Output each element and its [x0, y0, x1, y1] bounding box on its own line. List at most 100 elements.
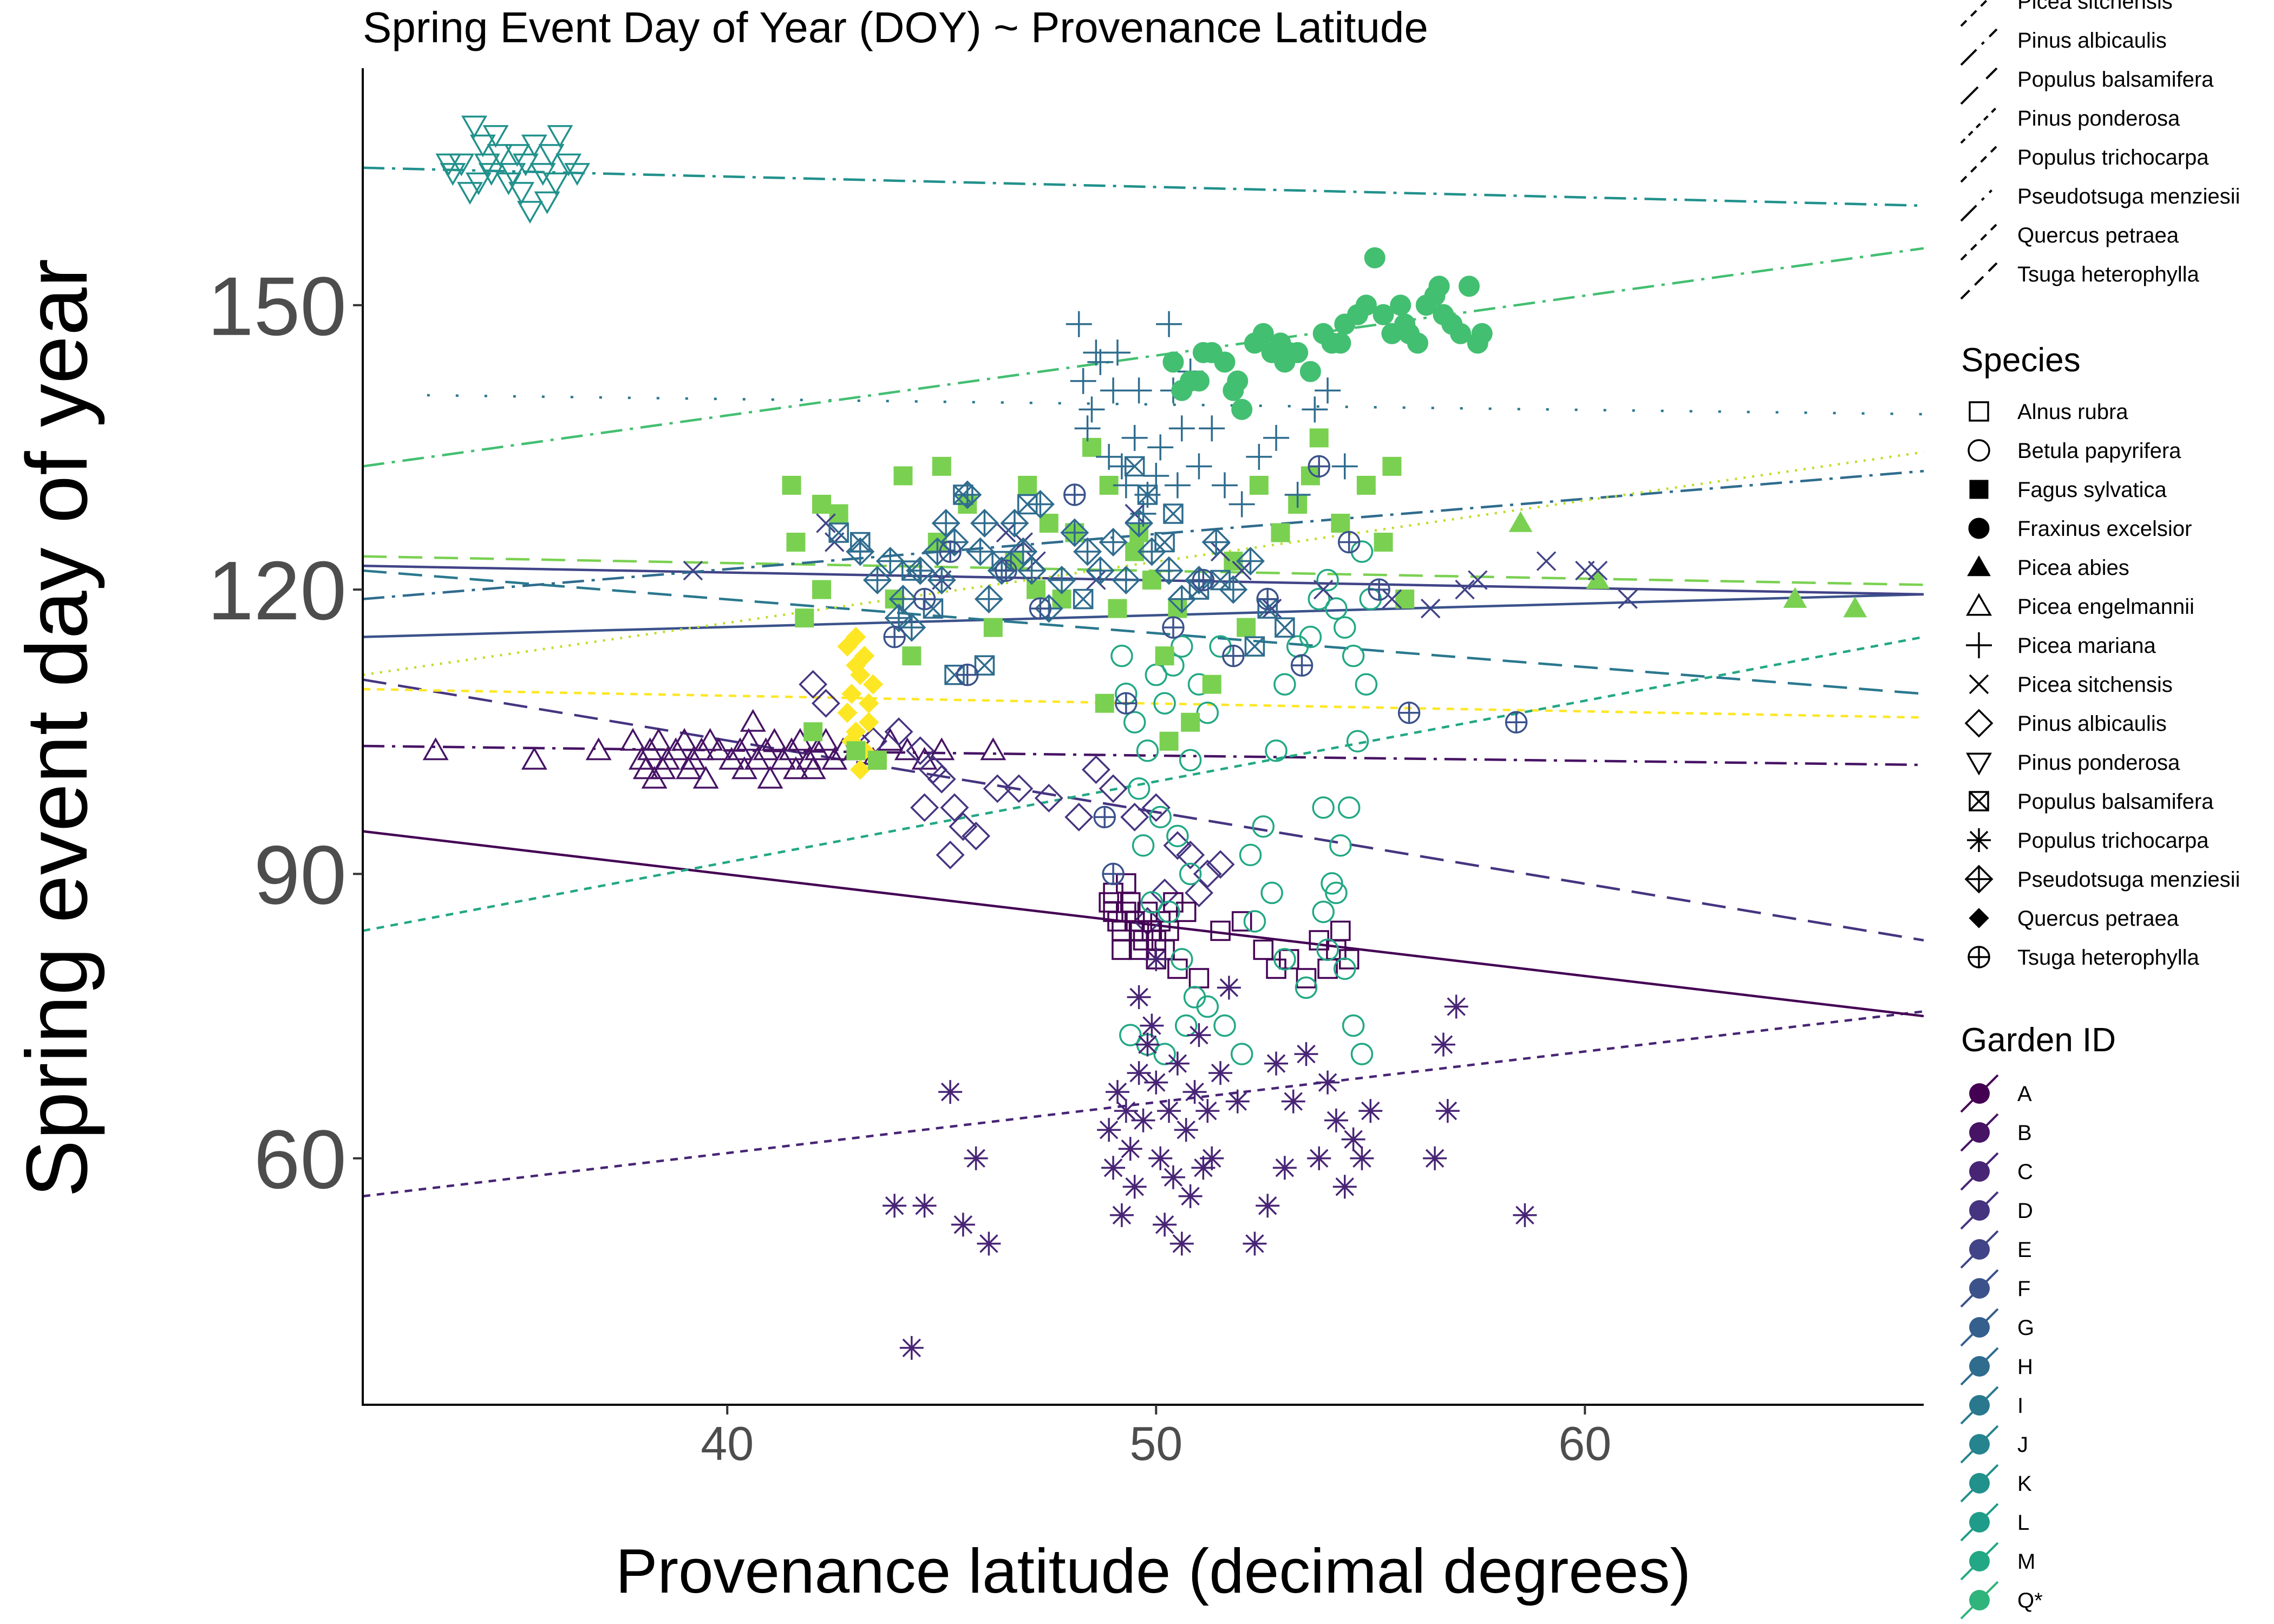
data-point — [1124, 456, 1145, 477]
data-point — [1100, 377, 1127, 404]
data-point — [1073, 537, 1102, 566]
data-point — [1217, 975, 1241, 1000]
data-points — [422, 115, 1867, 1360]
species-legend-label: Pseudotsuga menziesii — [2017, 868, 2240, 892]
data-point — [1210, 920, 1231, 941]
data-point — [862, 566, 892, 595]
data-point — [1206, 850, 1235, 879]
data-point — [913, 587, 936, 611]
data-point — [1123, 711, 1146, 734]
garden-legend-label: E — [2017, 1238, 2032, 1262]
data-point — [850, 759, 871, 780]
garden-legend-key — [1969, 1551, 1990, 1571]
garden-legend-label: I — [2017, 1394, 2023, 1418]
species-legend-item-picea-sitchensis: Picea sitchensis — [1969, 673, 2173, 697]
data-point — [1331, 514, 1350, 533]
data-point — [862, 674, 884, 695]
data-point — [1086, 556, 1115, 585]
species-legend-label: Populus balsamifera — [2017, 790, 2214, 814]
data-point — [1407, 332, 1428, 354]
data-point — [1179, 749, 1202, 772]
data-point — [1355, 294, 1377, 316]
data-point — [1243, 910, 1266, 933]
data-point — [1373, 304, 1394, 325]
data-point — [1127, 1061, 1151, 1085]
garden-legend-key — [1969, 1434, 1990, 1455]
data-point — [1039, 514, 1058, 533]
species-legend-key — [1969, 908, 1989, 928]
data-point — [465, 172, 492, 195]
data-point — [1350, 1043, 1374, 1065]
data-point — [795, 608, 814, 628]
data-point — [1110, 644, 1133, 667]
series-tsuga-heterophylla — [883, 455, 1528, 886]
data-point — [1246, 443, 1272, 470]
data-point — [1237, 618, 1256, 637]
data-point — [1265, 739, 1288, 762]
data-point — [1109, 1203, 1134, 1227]
data-point — [875, 547, 905, 576]
data-point — [1118, 1137, 1142, 1161]
data-point — [1329, 834, 1352, 857]
data-point — [1115, 692, 1138, 715]
data-point — [683, 560, 703, 581]
data-point — [1243, 1232, 1267, 1256]
data-point — [1154, 532, 1175, 553]
data-point — [841, 683, 862, 704]
series-picea-mariana — [1066, 311, 1358, 527]
data-point — [1169, 1232, 1194, 1256]
data-point — [1337, 531, 1361, 554]
data-point — [619, 728, 646, 751]
y-tick-label: 60 — [254, 1113, 347, 1206]
species-legend-item-pinus-ponderosa: Pinus ponderosa — [1965, 751, 2180, 776]
data-point — [1097, 1118, 1121, 1142]
linetype-legend-label: Tsuga heterophylla — [2017, 263, 2200, 286]
garden-legend-label: K — [2017, 1472, 2032, 1496]
data-point — [1149, 806, 1172, 829]
data-point — [1178, 1184, 1203, 1208]
data-point — [641, 765, 668, 789]
data-point — [1009, 537, 1038, 566]
data-point — [1330, 332, 1351, 354]
data-point — [692, 765, 719, 789]
species-legend-item-pinus-albicaulis: Pinus albicaulis — [1964, 709, 2167, 738]
data-point — [1290, 654, 1314, 677]
data-point — [1313, 579, 1334, 600]
species-legend-key — [1967, 555, 1991, 577]
regression-line-fagus-sylvatica — [362, 555, 1924, 586]
data-point — [1201, 528, 1231, 557]
data-point — [927, 566, 956, 595]
chart-title: Spring Event Day of Year (DOY) ~ Provena… — [363, 3, 1428, 51]
data-point — [1508, 511, 1533, 532]
data-point — [697, 728, 723, 751]
data-point — [1324, 1108, 1348, 1132]
data-point — [1162, 616, 1185, 639]
data-point — [1342, 644, 1365, 667]
garden-legend-item-d: D — [1960, 1191, 2033, 1230]
data-point — [1587, 560, 1608, 581]
data-point — [1066, 311, 1092, 337]
data-point — [1450, 323, 1472, 344]
garden-legend-key — [1969, 1473, 1990, 1494]
data-point — [585, 737, 612, 761]
data-point — [983, 618, 1003, 637]
data-point — [1004, 774, 1034, 803]
data-point — [1341, 1127, 1365, 1151]
data-point — [1249, 475, 1269, 495]
data-point — [1368, 578, 1390, 601]
data-point — [1274, 351, 1296, 373]
garden-legend-item-g: G — [1960, 1308, 2034, 1347]
data-point — [1135, 1032, 1160, 1057]
data-point — [1147, 434, 1174, 461]
data-point — [1374, 533, 1393, 552]
species-legend: Species Alnus rubra Betula papyrifera Fagus… — [1961, 342, 2240, 970]
garden-legend-label: G — [2017, 1316, 2034, 1340]
data-point — [1309, 428, 1329, 448]
regression-line-fraxinus-excelsior — [362, 247, 1924, 468]
species-legend-item-betula-papyrifera: Betula papyrifera — [1968, 439, 2181, 463]
species-legend-label: Pinus ponderosa — [2017, 751, 2180, 775]
species-legend-key — [1968, 518, 1990, 539]
species-legend-item-tsuga-heterophylla: Tsuga heterophylla — [1968, 946, 2200, 970]
linetype-legend-item-quercus-petraea: Quercus petraea — [1960, 223, 2179, 261]
data-point — [1159, 731, 1179, 751]
